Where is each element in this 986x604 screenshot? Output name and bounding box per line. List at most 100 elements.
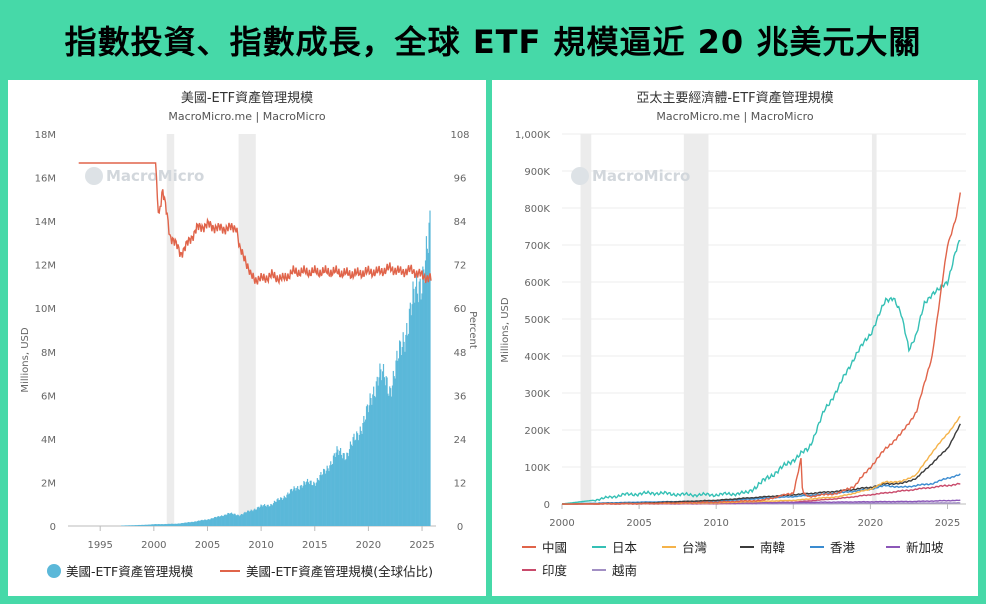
bar	[289, 493, 291, 526]
bar	[356, 431, 358, 526]
bar	[173, 523, 175, 526]
bar	[159, 524, 161, 526]
bar	[155, 524, 158, 526]
bar	[300, 484, 302, 526]
bar	[251, 510, 253, 526]
legend-label: 中國	[542, 540, 567, 555]
chart-title: 美國-ETF資產管理規模	[181, 90, 313, 106]
bar	[253, 509, 255, 526]
bar	[309, 480, 311, 526]
bar	[261, 505, 263, 526]
bar	[328, 471, 330, 526]
bar	[125, 525, 127, 526]
bar	[395, 360, 397, 526]
bar	[378, 377, 380, 526]
bar	[185, 522, 187, 526]
bar	[158, 524, 160, 526]
bar	[181, 522, 183, 526]
bar	[407, 335, 409, 526]
bar	[199, 520, 201, 526]
y-tick-label: 2M	[41, 478, 56, 489]
bar	[384, 385, 386, 526]
bar	[289, 489, 292, 526]
bar	[187, 522, 190, 526]
bar	[315, 482, 318, 526]
bar	[200, 520, 202, 526]
bar	[234, 513, 236, 526]
bar	[406, 323, 408, 526]
bar	[391, 385, 394, 526]
bar	[280, 497, 282, 526]
bar	[236, 515, 238, 526]
bar	[319, 474, 321, 526]
bar	[152, 524, 154, 526]
bar	[343, 453, 345, 526]
bar	[206, 519, 208, 526]
bar	[196, 521, 199, 526]
bar	[348, 449, 351, 526]
bar	[201, 519, 203, 526]
bar	[171, 523, 174, 526]
bar	[263, 505, 265, 526]
bar	[308, 484, 310, 526]
bar	[316, 478, 318, 526]
bar	[135, 525, 137, 526]
bar	[397, 360, 399, 526]
bar	[409, 302, 411, 526]
bar	[123, 525, 125, 526]
bar	[213, 517, 216, 526]
bar	[193, 521, 195, 526]
bar	[237, 514, 239, 526]
bar	[145, 524, 147, 526]
bar	[139, 525, 141, 526]
bar	[314, 485, 317, 526]
bar	[218, 516, 220, 526]
bar	[407, 333, 410, 526]
bar	[144, 524, 146, 526]
bar	[259, 506, 261, 526]
x-tick-label: 2020	[858, 518, 883, 529]
bar	[245, 512, 247, 526]
bar	[325, 470, 327, 526]
bar	[162, 524, 164, 526]
bar	[137, 524, 140, 526]
y-tick-label: 4M	[41, 435, 56, 446]
bar	[410, 315, 412, 526]
bar	[231, 513, 234, 526]
bar	[184, 522, 186, 526]
bar	[190, 521, 192, 526]
bar	[404, 351, 406, 526]
bar	[167, 523, 169, 526]
bar	[211, 518, 213, 526]
bar	[257, 506, 259, 526]
bar	[256, 507, 259, 526]
bar	[351, 445, 353, 526]
legend-label: 新加坡	[906, 540, 944, 555]
share-line-series	[78, 162, 432, 286]
bar	[375, 381, 377, 526]
bar	[389, 386, 391, 526]
watermark-logo-icon	[571, 167, 589, 185]
us-etf-chart-panel: MacroMicro 美國-ETF資產管理規模 MacroMicro.me | …	[8, 80, 486, 596]
bar	[209, 519, 211, 526]
bar	[147, 524, 149, 526]
bar	[161, 524, 163, 526]
bar	[360, 430, 362, 526]
bar	[235, 515, 237, 526]
y-tick-label: 400K	[524, 352, 550, 363]
bar	[320, 472, 322, 526]
x-axis-ticks: 2000 2005 2010 2015 2020 2025	[549, 504, 960, 529]
bar	[352, 437, 354, 526]
bar	[221, 516, 224, 526]
bar	[124, 525, 126, 526]
bar	[175, 523, 177, 526]
bar	[179, 523, 181, 526]
bar	[377, 385, 379, 526]
us-etf-chart: MacroMicro 美國-ETF資產管理規模 MacroMicro.me | …	[20, 90, 478, 579]
y-tick-label: 16M	[35, 174, 56, 185]
bar	[339, 447, 342, 526]
headline: 指數投資、指數成長，全球 ETF 規模逼近 20 兆美元大關	[64, 23, 922, 61]
bar	[246, 512, 248, 526]
bar	[386, 377, 388, 526]
x-tick-label: 2015	[302, 540, 327, 551]
